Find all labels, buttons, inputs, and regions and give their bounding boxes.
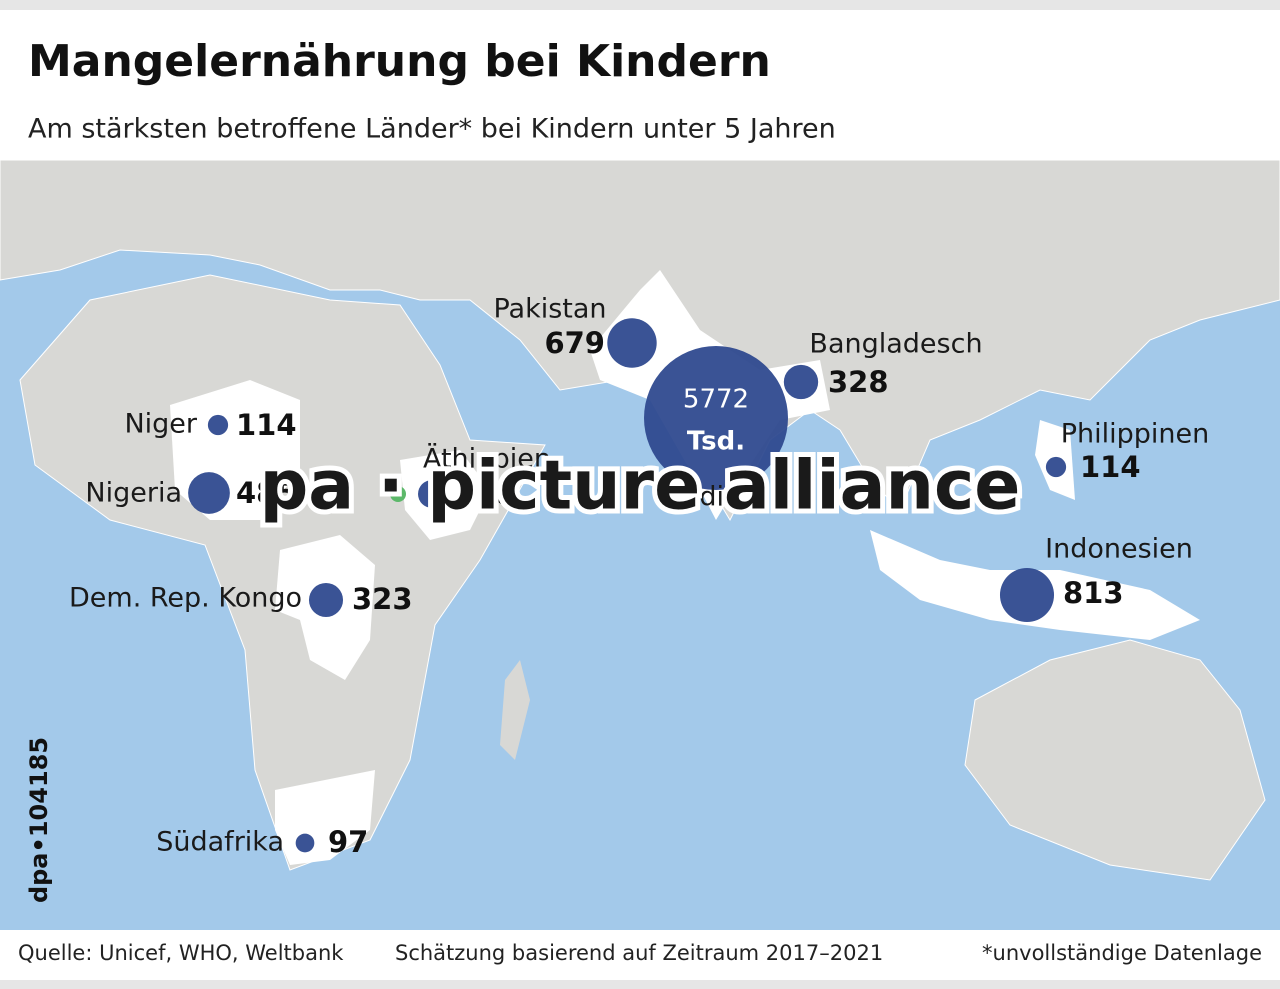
value-label: 328 (828, 365, 889, 399)
bubble (207, 414, 229, 436)
bubble (999, 567, 1055, 623)
country-name: Nigeria (85, 478, 182, 509)
bubble (308, 582, 344, 618)
note: Schätzung basierend auf Zeitraum 2017–20… (395, 941, 883, 965)
bubble (418, 480, 446, 508)
bubble (644, 346, 788, 490)
value-label: 5772 (683, 385, 749, 415)
country-name: Äthiopien (423, 443, 551, 475)
bottom-band (0, 980, 1280, 989)
footnote: *unvollständige Datenlage (982, 941, 1262, 965)
value-label: 323 (352, 582, 413, 616)
value-label: 114 (1080, 450, 1141, 484)
country-name: Niger (124, 409, 197, 440)
country-name: Pakistan (493, 294, 606, 325)
value-label: 97 (328, 825, 368, 859)
country-name: Indonesien (1045, 534, 1193, 565)
credit: dpa•104185 (25, 737, 53, 903)
australia (964, 639, 1266, 881)
top-band (0, 0, 1280, 10)
unit-label: Tsd. (687, 427, 745, 457)
bubble (188, 472, 230, 514)
value-label: 679 (544, 326, 605, 360)
country-name: Philippinen (1061, 419, 1210, 450)
footer-bg (0, 930, 1280, 989)
country-name: Indien (674, 482, 757, 513)
bubble (295, 833, 315, 853)
marker (390, 486, 406, 502)
bubble (607, 318, 657, 368)
value-label: 485 (236, 476, 297, 510)
value-label: 218 (455, 477, 516, 511)
value-label: 114 (236, 408, 297, 442)
country-name: Bangladesch (809, 329, 982, 360)
madagascar (500, 660, 530, 760)
country-name: Dem. Rep. Kongo (69, 583, 302, 614)
source: Quelle: Unicef, WHO, Weltbank (18, 941, 344, 965)
bubble (783, 364, 819, 400)
value-label: 813 (1063, 576, 1124, 610)
subtitle: Am stärksten betroffene Länder* bei Kind… (28, 114, 836, 145)
bubble (1045, 456, 1067, 478)
watermark: pa · picture alliance (260, 447, 1021, 526)
country-name: Südafrika (156, 827, 284, 858)
title: Mangelernährung bei Kindern (28, 36, 771, 87)
